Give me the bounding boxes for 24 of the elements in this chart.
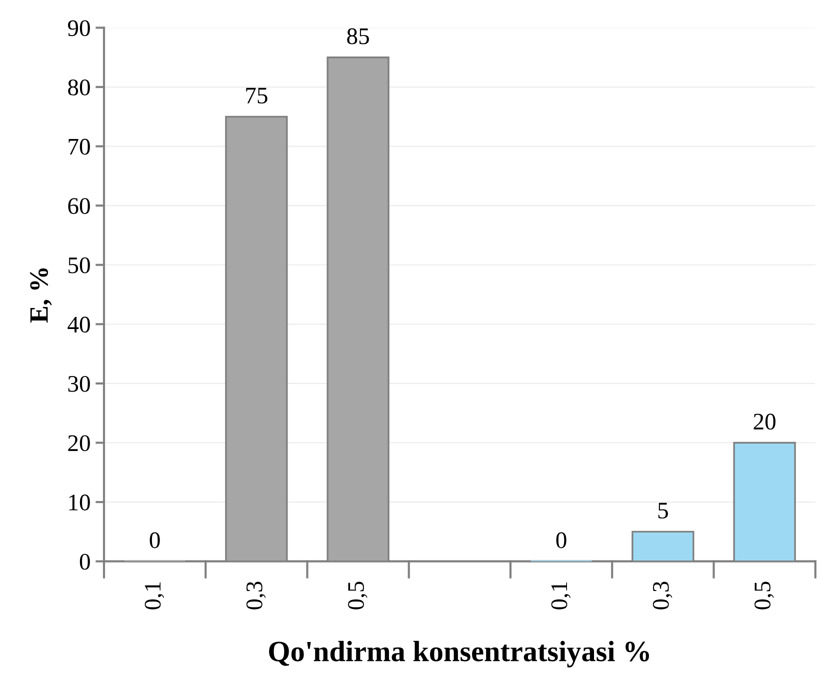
data-label: 5 (658, 502, 668, 519)
data-label: 0 (150, 532, 160, 548)
y-tick-label: 50 (68, 257, 90, 274)
x-tick-label: 0,5 (348, 582, 368, 610)
y-tick-label: 0 (80, 554, 90, 570)
x-tick-label: 0,5 (754, 582, 774, 610)
x-tick-label: 0,3 (246, 582, 266, 610)
y-tick-label: 60 (68, 198, 90, 214)
y-tick-label: 80 (68, 80, 90, 96)
y-tick-label: 20 (68, 435, 90, 452)
x-tick-label: 0,1 (144, 582, 164, 610)
x-tick-label: 0,1 (551, 582, 571, 610)
data-label: 0 (556, 532, 566, 548)
y-tick-label: 10 (69, 494, 90, 510)
data-label: 85 (347, 28, 369, 44)
y-tick-label: 30 (68, 376, 90, 392)
y-tick-label: 40 (68, 316, 90, 333)
data-label: 20 (754, 414, 776, 430)
x-tick-label: 0,3 (652, 582, 672, 610)
x-axis-title: Qo'ndirma konsentratsiyasi % (269, 640, 649, 668)
y-tick-label: 70 (68, 138, 90, 155)
y-axis-title: E, % (30, 268, 52, 323)
y-tick-label: 90 (68, 20, 90, 36)
data-label: 75 (246, 88, 268, 104)
